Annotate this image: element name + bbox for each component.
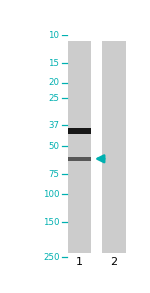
Text: 20: 20 [48, 79, 59, 88]
Bar [68, 128, 91, 134]
Text: 50: 50 [48, 142, 59, 151]
Text: 150: 150 [43, 217, 59, 226]
Text: 37: 37 [48, 121, 59, 130]
Text: 25: 25 [48, 94, 59, 103]
Bar [68, 157, 91, 161]
Text: 15: 15 [48, 59, 59, 68]
Text: 1: 1 [76, 257, 83, 267]
Text: 2: 2 [111, 257, 118, 267]
Text: 100: 100 [43, 190, 59, 199]
Text: 75: 75 [48, 170, 59, 179]
Text: 10: 10 [48, 31, 59, 40]
Text: 250: 250 [43, 253, 59, 262]
